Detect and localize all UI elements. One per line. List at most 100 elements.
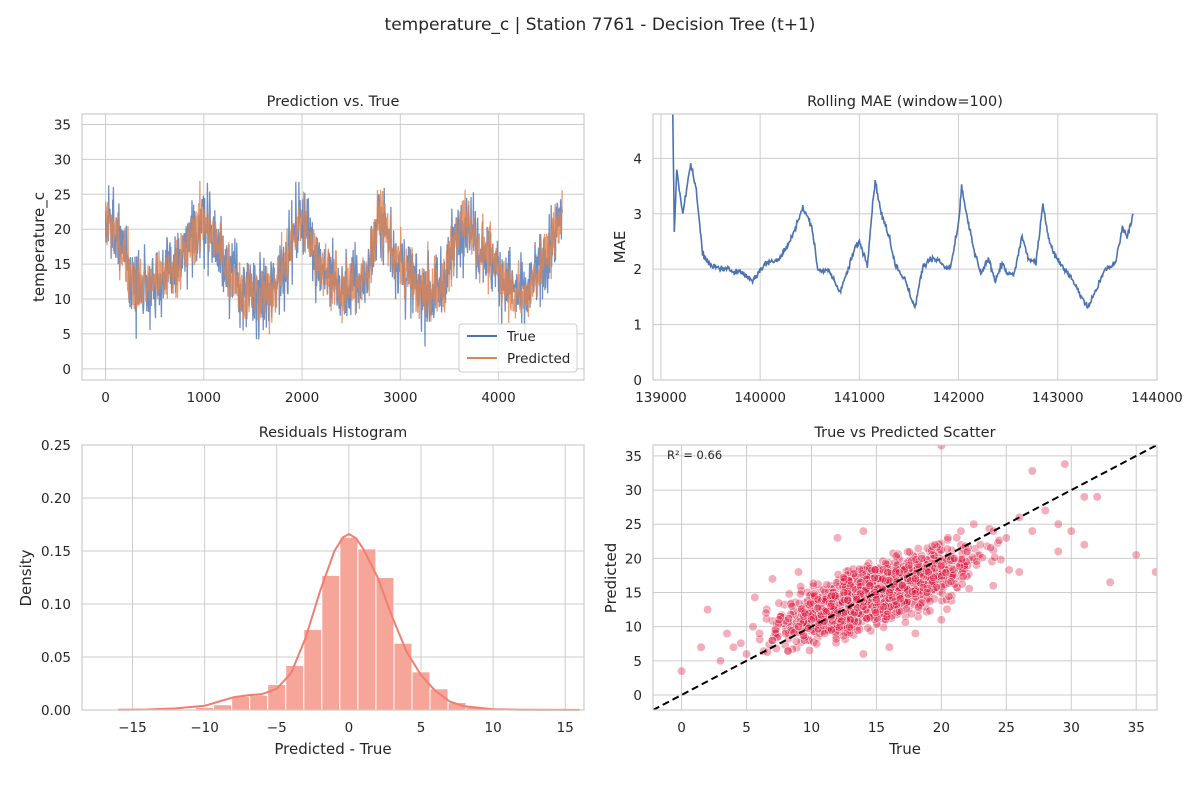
scatter-point <box>808 578 818 588</box>
y-tick-label: 4 <box>633 151 642 167</box>
scatter-point <box>1053 547 1063 556</box>
panel3-frame <box>81 444 585 711</box>
scatter-point <box>942 604 952 614</box>
x-tick-label: 15 <box>557 720 574 736</box>
scatter-point <box>780 600 789 610</box>
scatter-point <box>866 626 876 636</box>
scatter-point <box>832 578 841 588</box>
scatter-point <box>961 557 971 567</box>
scatter-point <box>781 629 790 638</box>
scatter-point <box>894 568 904 578</box>
scatter-point <box>917 553 927 563</box>
y-tick-label: 10 <box>54 292 71 308</box>
scatter-point <box>1027 526 1037 536</box>
y-tick-label: 2 <box>633 262 642 278</box>
x-tick-label: 2000 <box>285 390 319 406</box>
scatter-point <box>1053 519 1063 529</box>
y-tick-label: 20 <box>625 551 642 567</box>
scatter-point <box>913 612 923 622</box>
scatter-point <box>882 612 892 622</box>
scatter-point <box>994 535 1004 545</box>
y-tick-label: 25 <box>625 517 642 533</box>
scatter-point <box>736 638 746 648</box>
y-tick-label: 5 <box>62 327 71 343</box>
y-tick-label: 0 <box>62 362 71 378</box>
panel1-ylabel: temperature_c <box>30 192 49 302</box>
y-tick-label: 15 <box>625 586 642 602</box>
scatter-point <box>931 582 941 592</box>
y-tick-label: 0 <box>633 373 642 389</box>
scatter-point <box>770 625 780 635</box>
legend-predicted-label: Predicted <box>507 351 570 367</box>
scatter-point <box>1151 567 1157 577</box>
scatter-point <box>901 611 910 621</box>
x-tick-label: 0 <box>345 720 354 736</box>
scatter-point <box>768 574 777 584</box>
y-tick-label: 0.20 <box>41 491 71 507</box>
scatter-point <box>936 445 946 451</box>
y-tick-label: 0.00 <box>41 703 71 719</box>
scatter-point <box>878 602 888 612</box>
panel1-title: Prediction vs. True <box>267 94 400 110</box>
panel3-ticks: −15 −10 −5 0 5 10 15 0.00 0.05 0.10 0.15 0.20 0.25 <box>41 438 574 736</box>
scatter-point <box>867 565 877 575</box>
scatter-point <box>787 601 797 611</box>
scatter-point <box>799 635 809 645</box>
scatter-point <box>925 606 935 616</box>
scatter-point <box>696 642 706 652</box>
scatter-point <box>910 589 920 599</box>
scatter-point <box>833 533 842 543</box>
scatter-point <box>784 614 794 623</box>
scatter-point <box>915 587 925 597</box>
scatter-point <box>1131 550 1141 560</box>
panel2-title: Rolling MAE (window=100) <box>807 94 1003 110</box>
y-tick-label: 35 <box>625 449 642 465</box>
scatter-point <box>884 642 894 652</box>
scatter-point <box>843 595 853 605</box>
scatter-point <box>988 526 998 536</box>
x-tick-label: 144000 <box>1131 390 1183 406</box>
scatter-point <box>786 598 796 608</box>
scatter-point <box>839 588 849 597</box>
y-tick-label: 30 <box>625 483 642 499</box>
scatter-point <box>964 584 974 594</box>
scatter-point <box>1066 526 1076 536</box>
scatter-point <box>888 548 898 558</box>
scatter-point <box>910 629 920 638</box>
scatter-point <box>922 543 932 553</box>
scatter-point <box>794 622 803 632</box>
panel-true-vs-predicted-scatter: True vs Predicted Scatter 0 5 10 15 20 25 30 35… <box>602 425 1158 758</box>
scatter-point <box>930 540 940 550</box>
scatter-point <box>890 596 900 606</box>
scatter-point <box>956 555 966 564</box>
scatter-point <box>831 638 841 648</box>
scatter-point <box>975 540 985 550</box>
scatter-point <box>962 547 972 556</box>
panel2-ylabel: MAE <box>611 231 629 264</box>
scatter-point <box>788 644 797 654</box>
scatter-point <box>838 573 848 583</box>
scatter-point <box>936 615 946 625</box>
panel1-legend: True Predicted <box>458 323 578 373</box>
x-tick-label: 20 <box>933 720 950 736</box>
panel2-grid <box>653 114 1158 381</box>
scatter-point <box>762 604 772 614</box>
scatter-point <box>923 567 933 577</box>
scatter-point <box>890 558 900 568</box>
panel4-grid <box>653 445 1157 710</box>
scatter-point <box>944 591 954 601</box>
scatter-point <box>1105 577 1115 587</box>
x-tick-label: 139000 <box>635 390 687 406</box>
scatter-point <box>1001 533 1011 543</box>
scatter-point <box>840 595 849 605</box>
panel2-frame <box>652 113 1158 381</box>
scatter-point <box>796 582 806 591</box>
scatter-point <box>895 555 905 565</box>
scatter-point <box>794 567 803 577</box>
panel4-title: True vs Predicted Scatter <box>813 425 995 441</box>
scatter-point <box>795 617 805 626</box>
scatter-point <box>800 608 810 618</box>
scatter-point <box>869 573 879 583</box>
scatter-point <box>807 615 816 625</box>
scatter-point <box>936 560 946 570</box>
